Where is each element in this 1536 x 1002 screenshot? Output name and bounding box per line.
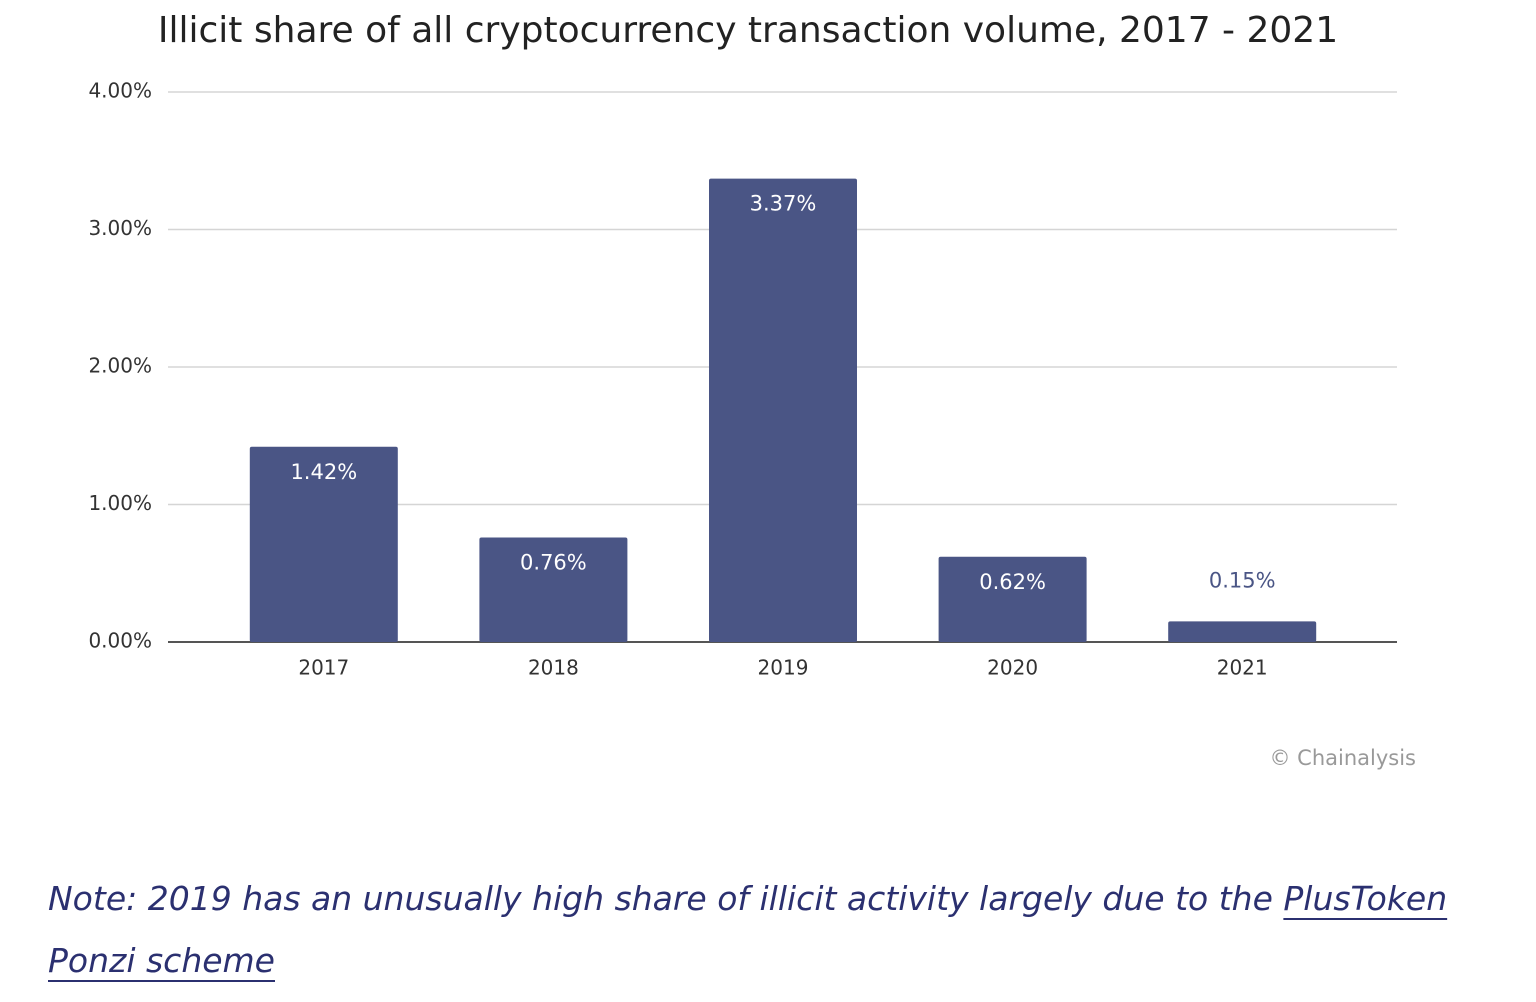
x-tick-label: 2017 [298, 656, 349, 680]
bar [1168, 621, 1317, 642]
y-tick-label: 0.00% [88, 629, 152, 653]
y-tick-label: 4.00% [88, 79, 152, 103]
value-label: 0.15% [1209, 568, 1276, 592]
bar [709, 178, 857, 642]
note-text: Note: 2019 has an unusually high share o… [48, 879, 1273, 918]
x-tick-label: 2021 [1217, 656, 1268, 680]
y-tick-label: 2.00% [88, 354, 152, 378]
value-label: 0.76% [520, 551, 587, 575]
value-label: 1.42% [290, 460, 357, 484]
x-tick-label: 2020 [987, 656, 1038, 680]
y-tick-label: 3.00% [88, 216, 152, 240]
x-tick-label: 2019 [758, 656, 809, 680]
note: Note: 2019 has an unusually high share o… [48, 868, 1448, 992]
x-tick-label: 2018 [528, 656, 579, 680]
bar [938, 556, 1087, 642]
value-label: 0.62% [979, 570, 1046, 594]
bar [479, 537, 628, 642]
value-label: 3.37% [750, 192, 817, 216]
bar [249, 446, 398, 642]
source: © Chainalysis [1269, 746, 1416, 770]
y-tick-label: 1.00% [88, 491, 152, 515]
note-link[interactable]: PlusToken Ponzi scheme [48, 879, 1448, 980]
chart-title: Illicit share of all cryptocurrency tran… [158, 10, 1338, 51]
chart: Illicit share of all cryptocurrency tran… [88, 10, 1416, 770]
